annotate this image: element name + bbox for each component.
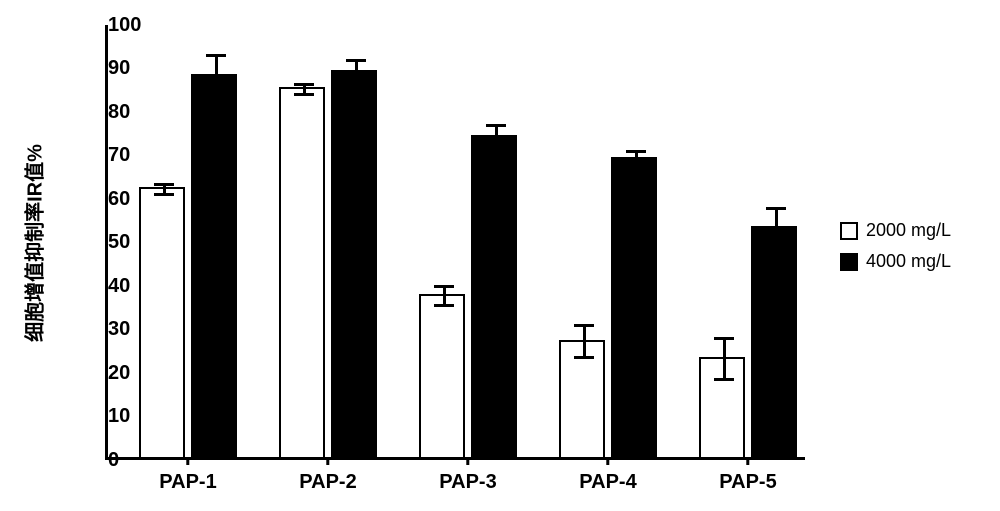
- x-tick: PAP-2: [299, 457, 356, 494]
- bar: [611, 157, 657, 457]
- bar: [331, 70, 377, 457]
- error-bar-cap: [574, 324, 594, 327]
- error-bar-stem: [583, 324, 586, 359]
- error-bar-cap: [434, 304, 454, 307]
- legend-swatch: [840, 222, 858, 240]
- x-tick-label: PAP-4: [579, 471, 636, 494]
- error-bar-cap: [434, 285, 454, 288]
- error-bar-cap: [154, 193, 174, 196]
- error-bar-cap: [206, 95, 226, 98]
- y-tick-label: 70: [108, 144, 130, 167]
- error-bar-cap: [626, 150, 646, 153]
- x-tick-label: PAP-1: [159, 471, 216, 494]
- bar: [279, 87, 325, 457]
- y-tick-label: 50: [108, 231, 130, 254]
- bar: [471, 135, 517, 457]
- error-bar-stem: [723, 337, 726, 381]
- y-tick-label: 90: [108, 57, 130, 80]
- x-tick-mark: [746, 457, 749, 465]
- x-tick-label: PAP-2: [299, 471, 356, 494]
- x-tick: PAP-4: [579, 457, 636, 494]
- error-bar-cap: [206, 54, 226, 57]
- x-tick-mark: [466, 457, 469, 465]
- bar: [419, 294, 465, 457]
- error-bar-cap: [766, 247, 786, 250]
- x-tick-mark: [606, 457, 609, 465]
- bar: [751, 226, 797, 457]
- y-tick-label: 10: [108, 405, 130, 428]
- y-tick-label: 0: [108, 449, 119, 472]
- x-tick-mark: [186, 457, 189, 465]
- error-bar-cap: [346, 59, 366, 62]
- error-bar-stem: [215, 54, 218, 98]
- legend-item: 2000 mg/L: [840, 220, 951, 241]
- bar-group: [699, 22, 797, 457]
- y-tick-label: 40: [108, 275, 130, 298]
- error-bar-cap: [714, 337, 734, 340]
- error-bar-cap: [346, 82, 366, 85]
- y-tick-label: 60: [108, 188, 130, 211]
- error-bar-cap: [486, 147, 506, 150]
- error-bar-cap: [294, 83, 314, 86]
- legend-swatch: [840, 253, 858, 271]
- y-tick-label: 30: [108, 318, 130, 341]
- error-bar-cap: [294, 93, 314, 96]
- x-tick-label: PAP-5: [719, 471, 776, 494]
- error-bar-cap: [714, 378, 734, 381]
- bar-group: [419, 22, 517, 457]
- legend-label: 2000 mg/L: [866, 220, 951, 241]
- x-tick-mark: [326, 457, 329, 465]
- error-bar-stem: [775, 207, 778, 251]
- x-tick: PAP-3: [439, 457, 496, 494]
- bar-chart-figure: 0 10 20 30 40 50 60 70 80 90 100 PAP-1 PAP-2 PAP-3 PAP…: [0, 0, 1000, 511]
- bar-group: [279, 22, 377, 457]
- legend: 2000 mg/L 4000 mg/L: [840, 220, 951, 282]
- legend-label: 4000 mg/L: [866, 251, 951, 272]
- error-bar-cap: [626, 165, 646, 168]
- y-tick-label: 80: [108, 101, 130, 124]
- bar: [699, 357, 745, 457]
- bar-group: [559, 22, 657, 457]
- error-bar-cap: [486, 124, 506, 127]
- plot-area: 0102030405060708090100PAP-1PAP-2PAP-3PAP…: [105, 25, 805, 460]
- error-bar-cap: [766, 207, 786, 210]
- error-bar-cap: [574, 356, 594, 359]
- y-axis-label: 细胞增值抑制率IR值%: [19, 144, 48, 342]
- x-tick-label: PAP-3: [439, 471, 496, 494]
- bar: [139, 187, 185, 457]
- x-tick: PAP-5: [719, 457, 776, 494]
- y-tick-label: 20: [108, 362, 130, 385]
- legend-item: 4000 mg/L: [840, 251, 951, 272]
- bar: [191, 74, 237, 457]
- error-bar-cap: [154, 183, 174, 186]
- y-tick-label: 100: [108, 14, 141, 37]
- x-tick: PAP-1: [159, 457, 216, 494]
- bar-group: [139, 22, 237, 457]
- bar: [559, 340, 605, 457]
